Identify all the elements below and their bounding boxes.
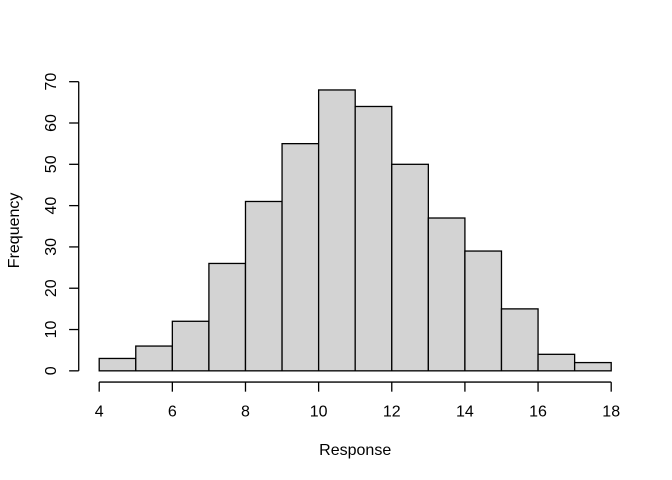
svg-text:16: 16 xyxy=(529,404,547,421)
svg-text:Frequency: Frequency xyxy=(6,193,23,269)
svg-text:12: 12 xyxy=(383,404,401,421)
svg-text:18: 18 xyxy=(602,404,620,421)
svg-text:20: 20 xyxy=(43,279,60,297)
svg-text:10: 10 xyxy=(43,321,60,339)
svg-text:40: 40 xyxy=(43,197,60,215)
svg-text:4: 4 xyxy=(95,404,104,421)
svg-text:60: 60 xyxy=(43,114,60,132)
svg-text:14: 14 xyxy=(456,404,474,421)
svg-text:70: 70 xyxy=(43,73,60,91)
svg-text:6: 6 xyxy=(168,404,177,421)
svg-text:0: 0 xyxy=(43,366,60,375)
svg-text:50: 50 xyxy=(43,155,60,173)
svg-text:8: 8 xyxy=(241,404,250,421)
svg-text:Response: Response xyxy=(319,442,391,459)
svg-text:30: 30 xyxy=(43,238,60,256)
svg-text:10: 10 xyxy=(310,404,328,421)
